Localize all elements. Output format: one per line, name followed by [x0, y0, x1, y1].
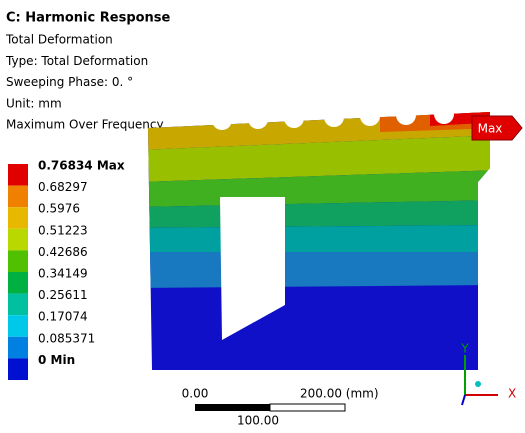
legend-swatch	[8, 207, 28, 229]
legend-swatch	[8, 315, 28, 337]
title: C: Harmonic Response	[6, 11, 171, 26]
teeth	[212, 104, 454, 130]
legend-swatch	[8, 164, 28, 186]
legend-label: 0.17074	[38, 310, 88, 324]
legend-swatch	[8, 358, 28, 380]
legend-label: 0.76834 Max	[38, 159, 125, 173]
triad-center	[475, 381, 481, 387]
triad-y-label: Y	[460, 342, 469, 356]
window	[220, 197, 285, 340]
legend-swatch	[8, 272, 28, 294]
header-line: Sweeping Phase: 0. °	[6, 75, 133, 89]
legend-label: 0.51223	[38, 223, 88, 237]
legend-label: 0 Min	[38, 353, 75, 367]
scale-bar	[195, 404, 270, 411]
header-line: Maximum Over Frequency	[6, 118, 164, 132]
triad-z	[461, 394, 466, 406]
legend-swatch	[8, 336, 28, 359]
scale-middle: 100.00	[237, 414, 279, 428]
legend-label: 0.085371	[38, 331, 95, 345]
legend-label: 0.5976	[38, 202, 80, 216]
legend-label: 0.34149	[38, 267, 88, 281]
triad-x-label: X	[508, 387, 516, 401]
legend-label: 0.25611	[38, 288, 88, 302]
header-line: Total Deformation	[5, 33, 113, 47]
legend-swatch	[8, 185, 28, 208]
scale-right: 200.00 (mm)	[300, 387, 379, 401]
legend-swatch	[8, 293, 28, 316]
model	[148, 112, 490, 370]
max-tag	[471, 115, 523, 141]
legend-swatch	[8, 228, 28, 251]
header-line: Type: Total Deformation	[5, 54, 148, 68]
legend-swatch	[8, 250, 28, 272]
header-line: Unit: mm	[6, 96, 62, 110]
legend-label: 0.68297	[38, 180, 88, 194]
scale-bar	[269, 403, 346, 412]
scale-left: 0.00	[182, 387, 209, 401]
max-label: Max	[478, 122, 503, 136]
legend-label: 0.42686	[38, 245, 88, 259]
